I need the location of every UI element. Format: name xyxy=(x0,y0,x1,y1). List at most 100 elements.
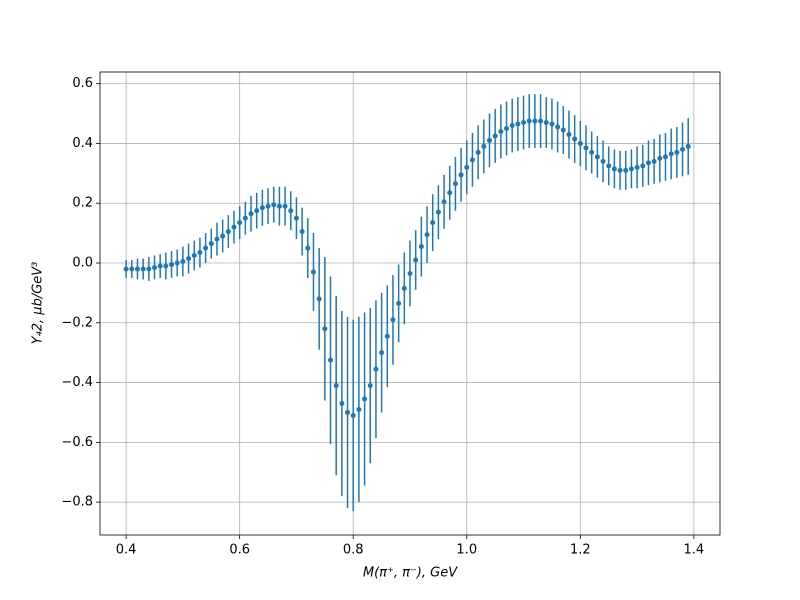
data-point xyxy=(401,285,407,291)
data-point xyxy=(129,266,135,272)
data-point xyxy=(339,400,345,406)
data-point xyxy=(333,383,339,389)
data-point xyxy=(481,143,487,149)
data-point xyxy=(225,229,231,235)
data-point xyxy=(214,236,220,242)
data-point xyxy=(288,208,294,214)
data-point xyxy=(140,266,146,272)
data-point xyxy=(657,155,663,161)
data-point xyxy=(634,164,640,170)
data-point xyxy=(424,232,430,238)
data-point xyxy=(651,158,657,164)
data-point xyxy=(600,158,606,164)
data-point xyxy=(362,396,368,402)
data-point xyxy=(492,133,498,139)
data-point xyxy=(237,220,243,226)
x-tick-label: 1.2 xyxy=(570,543,591,558)
data-point xyxy=(469,157,475,163)
data-point xyxy=(203,245,209,251)
data-point xyxy=(407,270,413,276)
data-point xyxy=(345,409,351,415)
y-tick-label: 0.6 xyxy=(72,76,93,91)
data-point xyxy=(515,121,521,127)
data-point xyxy=(509,123,515,129)
data-point xyxy=(418,244,424,250)
data-point xyxy=(549,121,555,127)
data-point xyxy=(543,120,549,126)
data-point xyxy=(356,406,362,412)
data-point xyxy=(413,257,419,263)
data-point xyxy=(475,149,481,155)
data-point xyxy=(191,253,197,259)
data-point xyxy=(611,166,617,172)
data-point xyxy=(486,137,492,143)
x-tick-label: 1.4 xyxy=(684,543,705,558)
data-point xyxy=(379,350,385,356)
plot-frame xyxy=(99,71,721,536)
data-point xyxy=(594,154,600,160)
data-point xyxy=(566,131,572,137)
data-point xyxy=(555,124,561,130)
data-point xyxy=(640,163,646,169)
data-point xyxy=(220,233,226,239)
data-point xyxy=(560,127,566,133)
data-point xyxy=(316,296,322,302)
data-point xyxy=(606,163,612,169)
data-point xyxy=(299,229,305,235)
data-point xyxy=(674,149,680,155)
data-point xyxy=(396,300,402,306)
data-point xyxy=(458,172,464,178)
data-point xyxy=(367,383,373,389)
data-point xyxy=(628,166,634,172)
data-point xyxy=(617,167,623,173)
data-point xyxy=(350,412,356,418)
y-tick-label: 0.2 xyxy=(72,196,93,211)
data-point xyxy=(254,208,260,214)
data-point xyxy=(538,118,544,124)
data-point xyxy=(208,241,214,247)
y-tick-label: −0.2 xyxy=(61,315,93,330)
data-point xyxy=(322,326,328,332)
data-point xyxy=(384,333,390,339)
data-point xyxy=(271,202,277,208)
data-point xyxy=(452,181,458,187)
data-point xyxy=(282,203,288,209)
x-axis-label: M(π⁺, π⁻), GeV xyxy=(363,566,458,581)
y-tick-label: −0.4 xyxy=(61,375,93,390)
data-point xyxy=(373,366,379,372)
data-point xyxy=(123,266,129,272)
data-point xyxy=(464,164,470,170)
data-point xyxy=(276,203,282,209)
data-point xyxy=(305,245,311,251)
data-point xyxy=(186,256,192,262)
y-tick-label: −0.6 xyxy=(61,435,93,450)
data-point xyxy=(645,160,651,166)
data-point xyxy=(157,263,163,269)
data-point xyxy=(174,260,180,266)
data-point xyxy=(521,120,527,126)
data-point xyxy=(265,203,271,209)
y-tick-label: 0.4 xyxy=(72,136,93,151)
data-point xyxy=(662,154,668,160)
data-point xyxy=(498,128,504,134)
data-point xyxy=(435,209,441,215)
data-point xyxy=(680,146,686,152)
data-point xyxy=(447,190,453,196)
data-point xyxy=(526,118,532,124)
data-point xyxy=(577,140,583,146)
data-point xyxy=(259,205,265,211)
data-point xyxy=(152,264,158,270)
data-point xyxy=(504,125,510,131)
data-point xyxy=(623,167,629,173)
data-point xyxy=(390,317,396,323)
data-point xyxy=(310,269,316,275)
data-point xyxy=(248,211,254,217)
data-point xyxy=(231,224,237,230)
data-point xyxy=(583,145,589,151)
x-tick-label: 1.0 xyxy=(456,543,477,558)
data-point xyxy=(242,215,248,221)
data-point xyxy=(163,263,169,269)
data-point xyxy=(197,250,203,256)
y-tick-label: −0.8 xyxy=(61,495,93,510)
